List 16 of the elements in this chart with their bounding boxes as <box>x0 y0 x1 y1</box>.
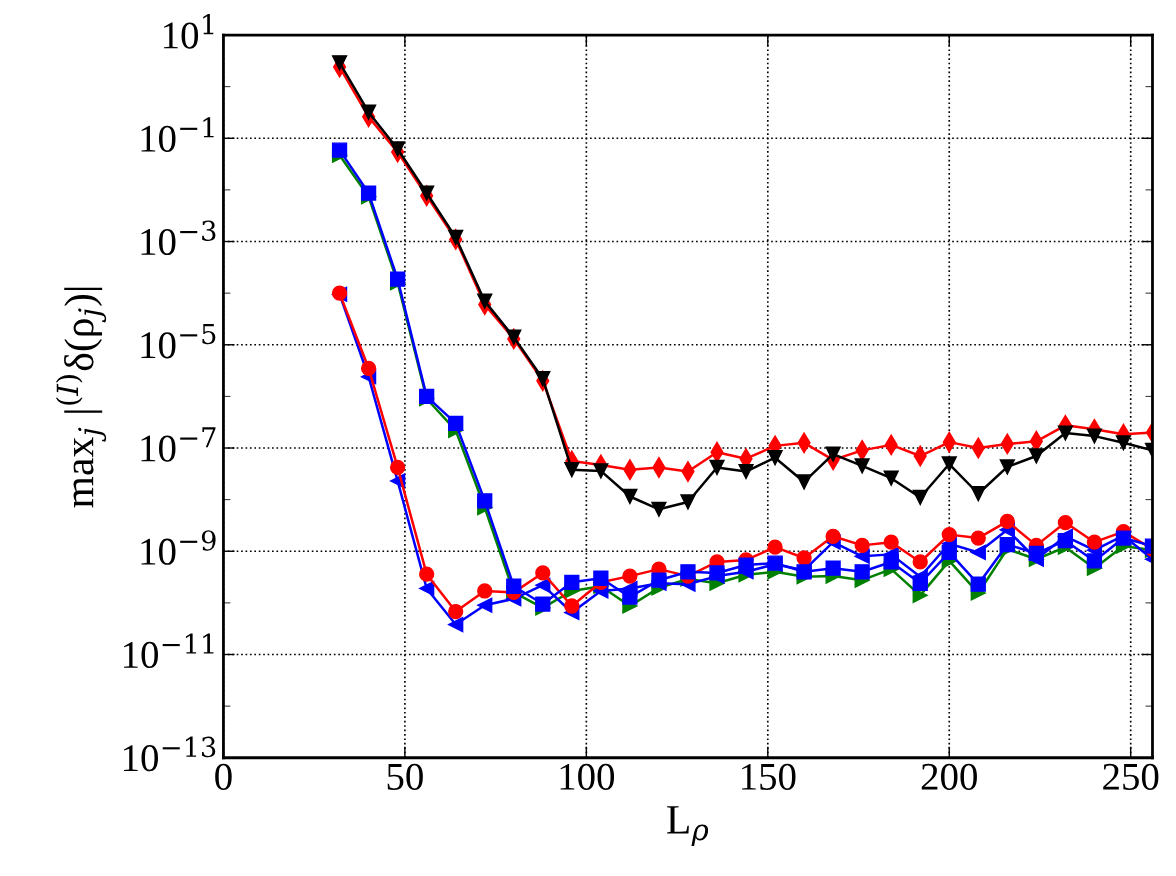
y-axis-title: max$_{j}$ |$^{(I)}$δ(ρ$_{j}$)| <box>55 287 107 508</box>
y-tick-label: 10$^{1}$ <box>164 13 214 49</box>
x-tick-label: 150 <box>742 763 796 790</box>
y-tick-label: 10$^{−3}$ <box>141 220 216 256</box>
x-tick-label: 0 <box>215 763 232 790</box>
y-tick-label: 10$^{−5}$ <box>141 324 216 359</box>
x-tick-label: 100 <box>560 763 615 790</box>
x-axis-title: L$_{ρ}$ <box>667 806 709 847</box>
x-tick-label: 250 <box>1103 763 1159 790</box>
y-tick-label: 10$^{−7}$ <box>141 427 216 462</box>
y-tick-label: 10$^{−1}$ <box>141 117 214 152</box>
y-tick-label: 10$^{−11}$ <box>124 633 214 669</box>
x-tick-label: 200 <box>921 763 977 790</box>
x-tick-label: 50 <box>387 763 423 790</box>
y-tick-label: 10$^{−9}$ <box>141 530 216 565</box>
y-tick-label: 10$^{−13}$ <box>124 736 216 772</box>
